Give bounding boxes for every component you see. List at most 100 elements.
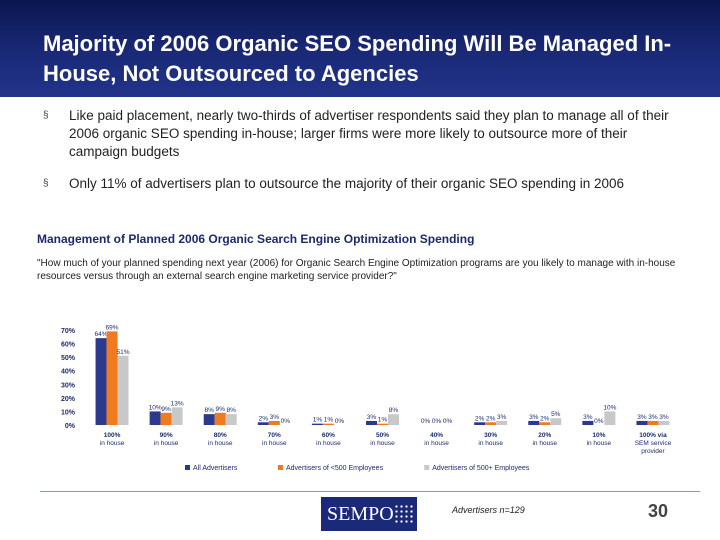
x-tick-label: in house [478, 440, 503, 447]
x-tick-label: 40% [430, 432, 443, 439]
legend-swatch [424, 465, 430, 470]
bar [171, 407, 183, 425]
data-label: 2% [259, 415, 269, 422]
legend-swatch [185, 465, 190, 470]
bar [149, 411, 161, 425]
x-tick-label: provider [641, 448, 665, 455]
data-label: 3% [637, 414, 647, 421]
data-label: 0% [432, 418, 442, 425]
y-tick-label: 0% [65, 423, 76, 430]
bar [95, 338, 107, 425]
bullet-item: § Only 11% of advertisers plan to outsour… [43, 175, 683, 193]
x-tick-label: 70% [268, 432, 281, 439]
x-tick-label: in house [154, 440, 179, 447]
bullet-mark: § [43, 178, 49, 189]
bar [268, 420, 280, 425]
data-label: 51% [117, 349, 130, 356]
data-label: 69% [106, 324, 119, 331]
source-note: Advertisers n=129 [452, 505, 525, 515]
data-label: 0% [443, 418, 453, 425]
logo-dots-icon [394, 504, 414, 524]
data-label: 8% [205, 407, 215, 414]
bar [550, 418, 562, 425]
bar [485, 422, 497, 425]
x-tick-label: 30% [484, 432, 497, 439]
bar [636, 420, 648, 425]
data-label: 0% [281, 418, 291, 425]
data-label: 0% [594, 418, 604, 425]
x-tick-label: in house [100, 440, 125, 447]
data-label: 2% [475, 415, 485, 422]
bar [214, 412, 226, 425]
bar [496, 420, 508, 425]
bar [366, 420, 377, 425]
bar [647, 420, 659, 425]
data-label: 1% [313, 417, 323, 424]
bar [322, 423, 334, 425]
footer-divider [40, 491, 700, 492]
y-tick-label: 40% [61, 369, 76, 376]
data-label: 0% [335, 418, 345, 425]
bar [311, 423, 323, 425]
x-tick-label: in house [370, 440, 395, 447]
data-label: 3% [367, 414, 377, 421]
data-label: 8% [227, 407, 237, 414]
legend-swatch [278, 465, 283, 470]
x-tick-label: 50% [376, 432, 389, 439]
bullet-list: § Like paid placement, nearly two-thirds … [43, 107, 683, 207]
x-tick-label: in house [587, 440, 612, 447]
x-tick-label: SEM service [635, 440, 672, 447]
y-tick-label: 30% [61, 382, 76, 389]
page-number: 30 [648, 501, 669, 521]
y-tick-label: 70% [61, 328, 76, 335]
bar [539, 422, 551, 425]
survey-question: "How much of your planned spending next … [37, 258, 676, 282]
data-label: 10% [603, 404, 616, 411]
data-label: 9% [216, 406, 226, 413]
x-tick-label: in house [262, 440, 287, 447]
bar [117, 355, 129, 425]
data-label: 3% [648, 414, 658, 421]
data-label: 5% [551, 411, 561, 418]
data-label: 3% [497, 414, 507, 421]
slide-header: Majority of 2006 Organic SEO Spending Wi… [0, 0, 720, 97]
data-label: 1% [378, 417, 388, 424]
bullet-item: § Like paid placement, nearly two-thirds … [43, 107, 683, 161]
data-label: 2% [540, 415, 550, 422]
chart-title: Management of Planned 2006 Organic Searc… [37, 232, 475, 246]
y-tick-label: 50% [61, 355, 76, 362]
x-tick-label: in house [424, 440, 449, 447]
x-tick-label: 100% via [639, 432, 667, 439]
data-label: 8% [389, 407, 399, 414]
data-label: 9% [161, 406, 171, 413]
x-tick-label: in house [208, 440, 233, 447]
y-tick-label: 20% [61, 396, 76, 403]
bullet-text: Like paid placement, nearly two-thirds o… [69, 108, 669, 159]
data-label: 64% [95, 331, 108, 338]
x-tick-label: 60% [322, 432, 335, 439]
legend-label: Advertisers of 500+ Employees [432, 465, 530, 472]
x-tick-label: in house [316, 440, 341, 447]
bar [160, 412, 172, 425]
x-tick-label: 80% [214, 432, 227, 439]
legend-label: Advertisers of <500 Employees [286, 465, 384, 472]
bar [582, 420, 594, 425]
x-tick-label: 100% [104, 432, 121, 439]
data-label: 3% [583, 414, 593, 421]
bar [528, 420, 540, 425]
sempo-logo: SEMPO [321, 497, 417, 531]
data-label: 13% [171, 400, 184, 407]
bar [658, 420, 670, 425]
x-tick-label: 20% [538, 432, 551, 439]
bullet-text: Only 11% of advertisers plan to outsourc… [69, 176, 625, 191]
bullet-mark: § [43, 110, 49, 121]
data-label: 1% [324, 417, 334, 424]
data-label: 3% [529, 414, 539, 421]
logo-text: SEMPO [327, 503, 394, 525]
y-tick-label: 60% [61, 342, 76, 349]
data-label: 3% [659, 414, 669, 421]
bar [225, 414, 237, 425]
bar [203, 414, 215, 425]
data-label: 10% [149, 404, 162, 411]
x-tick-label: 90% [160, 432, 173, 439]
